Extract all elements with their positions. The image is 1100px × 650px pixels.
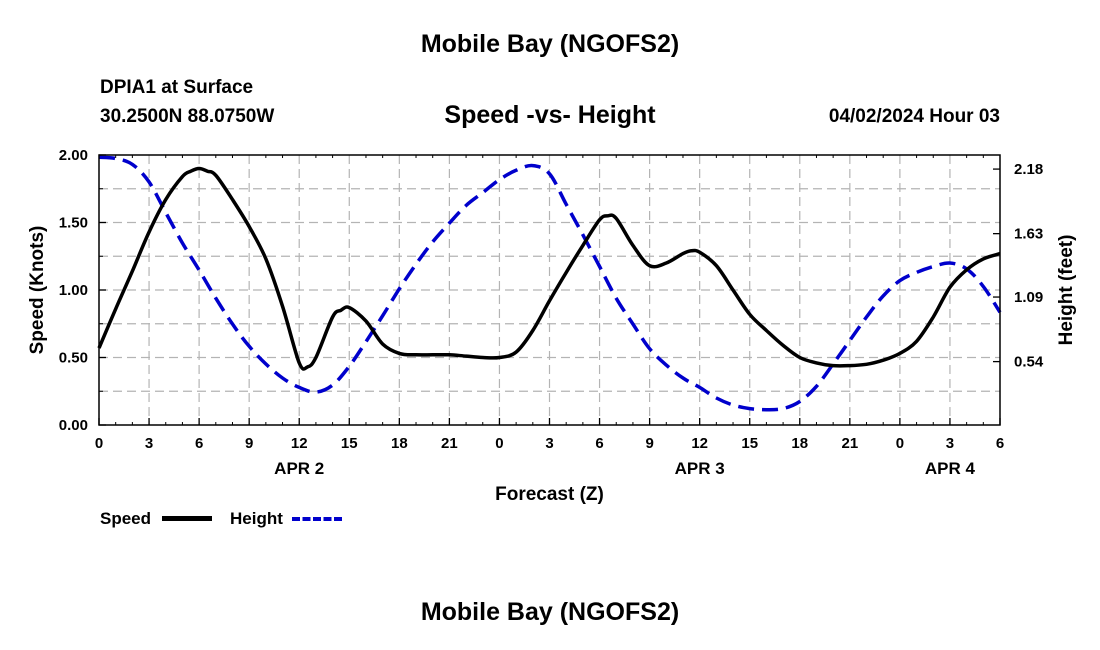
page-title: Mobile Bay (NGOFS2) xyxy=(420,30,680,58)
axes: 0 3 6 9 12 15 18 21 0 3 6 9 12 15 18 21 0 3 6 APR 2 APR 3 APR… xyxy=(59,147,1044,478)
y2-tick-label: 2.18 xyxy=(1014,161,1043,178)
x-tick-label: 18 xyxy=(791,435,808,452)
x-tick-label: 6 xyxy=(996,435,1004,452)
x-tick-label: 3 xyxy=(145,435,153,452)
y2-axis-label: Height (feet) xyxy=(1056,235,1077,346)
x-tick-label: 9 xyxy=(645,435,653,452)
date-label: APR 4 xyxy=(925,459,976,478)
legend-speed: Speed xyxy=(100,509,151,529)
station-coordinates: 30.2500N 88.0750W xyxy=(100,106,275,127)
chart-title: Speed -vs- Height xyxy=(444,101,656,129)
y2-tick-label: 1.63 xyxy=(1014,226,1043,243)
station-name: DPIA1 at Surface xyxy=(100,77,254,98)
x-tick-label: 18 xyxy=(391,435,408,452)
date-label: APR 3 xyxy=(675,459,725,478)
x-tick-label: 0 xyxy=(495,435,503,452)
x-tick-label: 21 xyxy=(441,435,458,452)
legend-height-label: Height xyxy=(230,509,283,528)
x-tick-label: 15 xyxy=(741,435,758,452)
series-layer xyxy=(97,155,1002,412)
x-tick-label: 9 xyxy=(245,435,253,452)
x-tick-label: 3 xyxy=(545,435,553,452)
y2-tick-label: 0.54 xyxy=(1014,354,1044,371)
legend-speed-label: Speed xyxy=(100,509,152,528)
y-tick-label: 2.00 xyxy=(59,147,88,164)
x-tick-label: 12 xyxy=(691,435,708,452)
x-tick-label: 12 xyxy=(291,435,308,452)
grid xyxy=(99,155,1000,425)
x-tick-label: 3 xyxy=(946,435,954,452)
y-tick-label: 0.00 xyxy=(59,417,88,434)
date-label: APR 2 xyxy=(274,459,324,478)
y-tick-label: 1.50 xyxy=(59,215,88,232)
page-title-repeat: Mobile Bay (NGOFS2) xyxy=(420,598,680,626)
y-axis-label: Speed (Knots) xyxy=(27,226,48,355)
y2-tick-label: 1.09 xyxy=(1014,289,1043,306)
y-tick-label: 1.00 xyxy=(59,282,88,299)
x-tick-label: 15 xyxy=(341,435,358,452)
x-tick-label: 6 xyxy=(195,435,203,452)
forecast-datetime: 04/02/2024 Hour 03 xyxy=(828,106,1000,127)
x-tick-label: 0 xyxy=(896,435,904,452)
x-tick-label: 0 xyxy=(95,435,103,452)
y-tick-label: 0.50 xyxy=(59,350,88,367)
legend-speed-swatch xyxy=(162,516,212,521)
legend-height-swatch xyxy=(292,517,342,521)
series-line-speed xyxy=(97,166,1001,371)
series-line-height xyxy=(98,155,1002,412)
x-axis-label: Forecast (Z) xyxy=(495,484,604,505)
legend-height: Height xyxy=(230,509,283,529)
x-tick-label: 21 xyxy=(841,435,858,452)
x-tick-label: 6 xyxy=(595,435,603,452)
